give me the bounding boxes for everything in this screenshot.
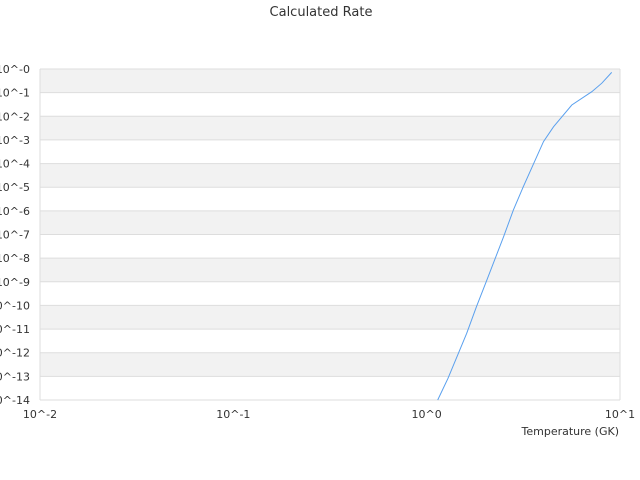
grid-band — [40, 163, 620, 188]
y-tick-label: 10^-4 — [0, 158, 30, 171]
x-tick-label: 10^-1 — [216, 408, 250, 421]
x-tick-label: 10^-2 — [23, 408, 57, 421]
x-tick-label: 10^0 — [412, 408, 442, 421]
y-tick-label: 10^-1 — [0, 87, 30, 100]
y-tick-label: 10^-7 — [0, 229, 30, 242]
grid-band — [40, 234, 620, 259]
y-tick-label: 10^-8 — [0, 252, 30, 265]
y-tick-label: 10^-2 — [0, 110, 30, 123]
grid-band — [40, 116, 620, 140]
x-tick-label: 10^1 — [605, 408, 635, 421]
grid-band — [40, 210, 620, 235]
series-line — [437, 72, 613, 401]
y-tick-label: 10^-3 — [0, 134, 30, 147]
grid-band — [40, 187, 620, 211]
grid-band — [40, 69, 620, 93]
y-tick-label: 10^-9 — [0, 276, 30, 289]
grid-band — [40, 329, 620, 353]
x-axis-label: Temperature (GK) — [521, 425, 620, 438]
grid-band — [40, 92, 620, 117]
y-tick-label: 10^-6 — [0, 205, 30, 218]
y-tick-label: 10^-12 — [0, 347, 30, 360]
y-tick-label: 10^-10 — [0, 299, 30, 312]
grid-band — [40, 258, 620, 282]
y-tick-label: 10^-13 — [0, 370, 30, 383]
y-tick-label: 10^-0 — [0, 63, 30, 76]
grid-band — [40, 305, 620, 330]
grid-band — [40, 139, 620, 164]
grid-band — [40, 281, 620, 306]
grid-band — [40, 352, 620, 377]
y-tick-label: 10^-5 — [0, 181, 30, 194]
y-tick-label: 10^-11 — [0, 323, 30, 336]
grid-band — [40, 376, 620, 400]
chart-title: Calculated Rate — [270, 5, 373, 20]
y-tick-label: 10^-14 — [0, 394, 30, 407]
